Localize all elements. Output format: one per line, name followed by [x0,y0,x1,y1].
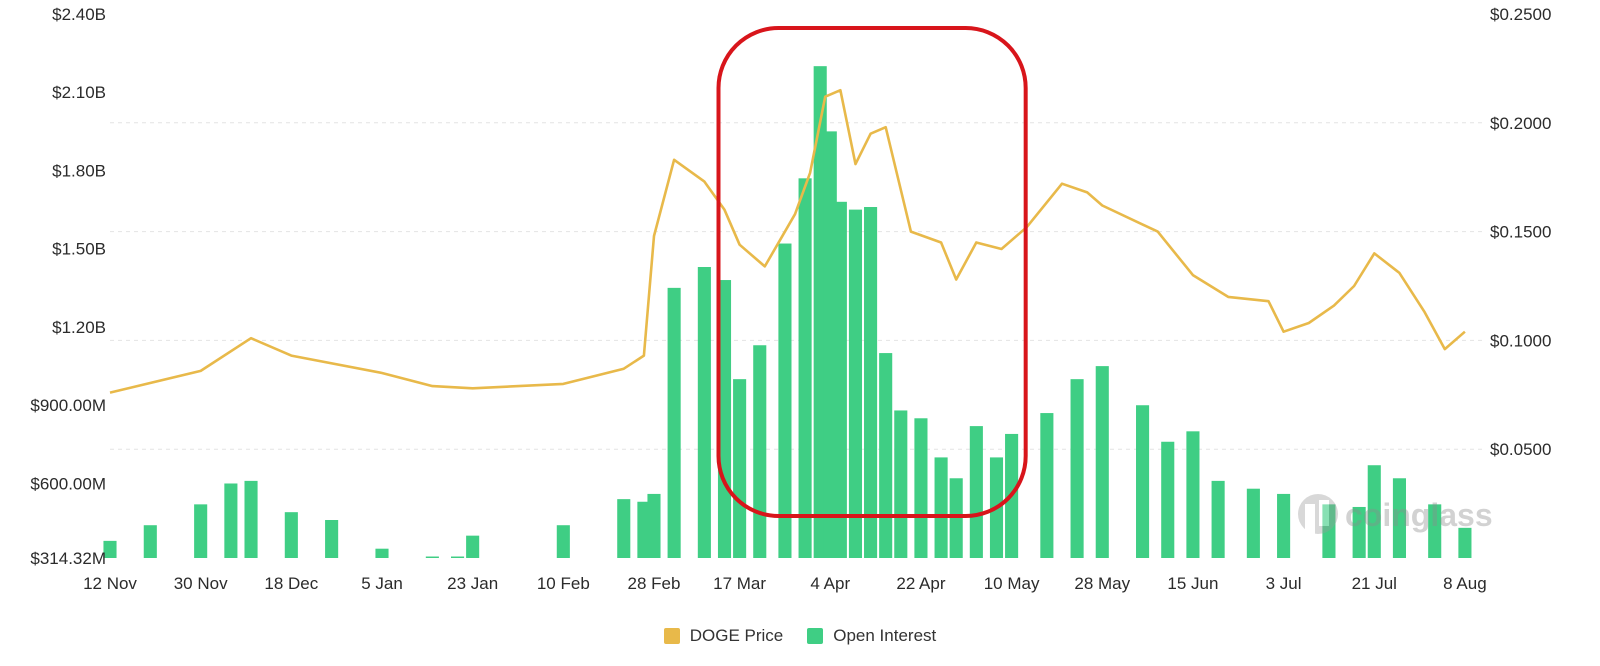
open-interest-bar [864,207,878,558]
open-interest-bar [1161,441,1175,558]
open-interest-bar [1136,405,1150,558]
legend: DOGE Price Open Interest [0,626,1600,646]
x-tick-label: 5 Jan [361,574,403,593]
x-tick-label: 28 May [1074,574,1130,593]
x-tick-label: 12 Nov [83,574,137,593]
x-tick-label: 8 Aug [1443,574,1487,593]
watermark-text: coinglass [1345,497,1493,533]
coinglass-watermark: coinglass [1298,494,1493,534]
y-left-tick-label: $900.00M [30,396,106,415]
open-interest-bar [617,499,631,558]
open-interest-bar [753,345,767,558]
open-interest-bar [733,379,747,558]
x-tick-label: 22 Apr [896,574,945,593]
coinglass-logo-icon [1298,494,1338,534]
open-interest-bar [934,457,948,558]
y-right-tick-label: $0.1000 [1490,331,1551,350]
open-interest-bar [325,520,339,558]
x-tick-label: 10 May [984,574,1040,593]
open-interest-bar [1322,504,1336,558]
open-interest-bar [949,478,963,558]
legend-item-doge-price[interactable]: DOGE Price [663,626,784,646]
y-axis-right: $0.2500 $0.2000 $0.1500 $0.1000 $0.0500 [1490,5,1551,459]
open-interest-bar [969,426,983,558]
legend-label-doge-price: DOGE Price [689,626,784,645]
open-interest-bar [647,493,661,558]
legend-item-open-interest[interactable]: Open Interest [807,626,936,646]
x-tick-label: 21 Jul [1352,574,1397,593]
open-interest-bar [450,556,465,558]
open-interest-bar [244,480,258,558]
legend-label-open-interest: Open Interest [833,626,937,645]
y-right-tick-label: $0.1500 [1490,223,1551,242]
open-interest-bar [697,267,711,558]
y-axis-left: $2.40B $2.10B $1.80B $1.50B $1.20B $900.00M $6… [30,5,106,568]
x-axis: 12 Nov 30 Nov 18 Dec 5 Jan 23 Jan 10 Feb 28 Fe… [83,574,1487,593]
gridlines [110,122,1485,450]
x-tick-label: 17 Mar [713,574,766,593]
open-interest-bar [833,201,847,558]
open-interest-bar [848,209,863,558]
open-interest-bar [914,418,928,558]
open-interest-bar [1186,431,1200,558]
x-tick-label: 23 Jan [447,574,498,593]
open-interest-bar [823,131,837,558]
x-tick-label: 30 Nov [174,574,228,593]
open-interest-bar [466,535,480,558]
y-right-tick-label: $0.2500 [1490,5,1551,24]
y-right-tick-label: $0.0500 [1490,440,1551,459]
open-interest-bar [1246,488,1260,558]
doge-price-line [109,88,1466,394]
x-tick-label: 10 Feb [537,574,590,593]
open-interest-bar [224,483,238,558]
y-left-tick-label: $1.80B [52,161,106,180]
x-tick-label: 28 Feb [628,574,681,593]
open-interest-bar [284,512,298,558]
open-interest-bar [813,66,827,559]
x-tick-label: 15 Jun [1167,574,1218,593]
y-left-tick-label: $600.00M [30,474,106,493]
y-left-tick-label: $1.50B [52,240,106,259]
open-interest-bar [778,243,792,559]
legend-swatch-doge-price [663,628,680,644]
open-interest-bar [1211,480,1225,558]
open-interest-bar [103,540,117,558]
open-interest-bars [103,66,1472,559]
open-interest-bar [1352,506,1366,558]
open-interest-bar [1095,366,1109,558]
x-tick-label: 3 Jul [1266,574,1302,593]
y-left-tick-label: $314.32M [30,549,106,568]
x-tick-label: 4 Apr [810,574,850,593]
open-interest-bar [1392,478,1406,558]
open-interest-bar [1428,504,1442,558]
open-interest-bar [879,353,893,558]
open-interest-bar [194,504,208,558]
chart-canvas: coinglass $2.40B $2.10B $1.80B $1.50B $1.20B… [30,5,1551,593]
open-interest-bar [1040,413,1054,558]
open-interest-bar [556,525,570,558]
highlight-box [716,26,1028,518]
open-interest-bar [1070,379,1084,558]
y-right-tick-label: $0.2000 [1490,114,1551,133]
open-interest-bar [1277,493,1291,558]
open-interest-bar [375,548,389,558]
y-left-tick-label: $2.10B [52,83,106,102]
open-interest-bar [894,410,908,558]
open-interest-bar [667,287,681,558]
open-interest-bar [637,501,651,558]
open-interest-bar [425,556,439,558]
open-interest-bar [1458,527,1472,558]
x-tick-label: 18 Dec [264,574,318,593]
legend-swatch-open-interest [807,628,824,644]
open-interest-bar [143,525,157,558]
y-left-tick-label: $1.20B [52,318,106,337]
open-interest-bar [798,178,812,559]
open-interest-bar [1367,465,1381,558]
y-left-tick-label: $2.40B [52,5,106,24]
